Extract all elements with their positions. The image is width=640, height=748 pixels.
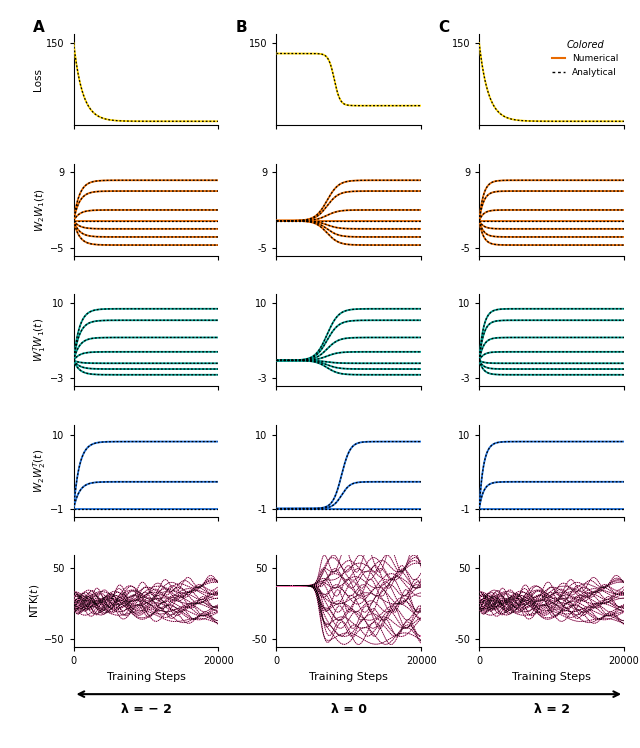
Y-axis label: Loss: Loss [33, 68, 44, 91]
Text: C: C [438, 20, 450, 35]
Text: λ = − 2: λ = − 2 [120, 702, 172, 716]
Legend: Numerical, Analytical: Numerical, Analytical [548, 37, 622, 81]
Text: λ = 0: λ = 0 [331, 702, 367, 716]
Text: A: A [33, 20, 45, 35]
X-axis label: Training Steps: Training Steps [309, 672, 388, 681]
Text: B: B [236, 20, 248, 35]
X-axis label: Training Steps: Training Steps [512, 672, 591, 681]
Y-axis label: $W_2W_1(t)$: $W_2W_1(t)$ [34, 188, 47, 232]
Text: λ = 2: λ = 2 [534, 702, 570, 716]
Y-axis label: $W_1^T W_1(t)$: $W_1^T W_1(t)$ [31, 318, 47, 363]
Y-axis label: $W_2W_2^T(t)$: $W_2W_2^T(t)$ [31, 449, 47, 493]
Y-axis label: NTK$(t)$: NTK$(t)$ [28, 584, 42, 618]
X-axis label: Training Steps: Training Steps [107, 672, 186, 681]
